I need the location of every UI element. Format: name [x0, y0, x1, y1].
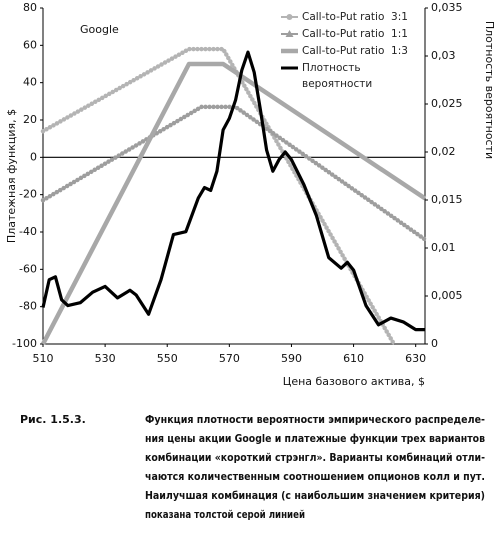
- y-tick-label: -40: [19, 225, 37, 238]
- legend-entry: Call-to-Put ratio 1:3: [302, 45, 408, 57]
- x-tick-label: 530: [95, 352, 116, 365]
- x-tick-label: 610: [343, 352, 364, 365]
- caption-line: Наилучшая комбинация (с наибольшим значе…: [145, 489, 485, 502]
- y2-tick-label: 0,01: [431, 241, 456, 254]
- y2-tick-label: 0,005: [431, 289, 463, 302]
- x-tick-label: 550: [157, 352, 178, 365]
- legend-marker: [285, 30, 294, 37]
- caption-line: показана толстой серой линией: [145, 508, 305, 521]
- caption-line: ния цены акции Google и платежные функци…: [145, 432, 485, 445]
- y-tick-label: -100: [12, 337, 37, 350]
- y2-tick-label: 0,02: [431, 145, 456, 158]
- caption-label: Рис. 1.5.3.: [20, 413, 86, 426]
- y-tick-label: 60: [23, 38, 37, 51]
- legend-entry: Плотность вероятности: [302, 62, 373, 90]
- y-tick-label: -20: [19, 188, 37, 201]
- x-tick-label: 630: [405, 352, 426, 365]
- x-tick-label: 570: [219, 352, 240, 365]
- y-tick-label: 40: [23, 76, 37, 89]
- legend-label: Call-to-Put ratio 1:3: [302, 45, 408, 57]
- y-tick-label: 20: [23, 113, 37, 126]
- y-tick-label: 0: [30, 150, 37, 163]
- y2-tick-label: 0,025: [431, 97, 463, 110]
- x-axis-label: Цена базового актива, $: [283, 375, 425, 388]
- legend-entry: Call-to-Put ratio 3:1: [302, 11, 408, 23]
- x-tick-label: 590: [281, 352, 302, 365]
- legend-label: Плотность вероятности: [302, 62, 373, 90]
- legend-marker: [286, 14, 293, 20]
- y2-tick-label: 0: [431, 337, 438, 350]
- y2-axis-label: Плотность вероятности: [483, 21, 496, 159]
- series-line: [41, 50, 425, 332]
- legend-label: Call-to-Put ratio 3:1: [302, 11, 408, 23]
- series-line: [41, 61, 427, 346]
- y2-tick-label: 0,015: [431, 193, 463, 206]
- y-tick-label: -60: [19, 262, 37, 275]
- y2-tick-label: 0,035: [431, 1, 463, 14]
- legend-label: Call-to-Put ratio 1:1: [302, 28, 408, 40]
- legend-entry: Call-to-Put ratio 1:1: [302, 28, 408, 40]
- annotation: Google: [80, 23, 119, 36]
- caption-line: комбинации «короткий стрэнгл». Варианты …: [145, 451, 485, 464]
- y-tick-label: -80: [19, 300, 37, 313]
- y-tick-label: 80: [23, 1, 37, 14]
- y-axis-label: Платежная функция, $: [5, 109, 18, 243]
- caption-line: чаются количественным соотношением опцио…: [145, 470, 485, 483]
- caption-line: Функция плотности вероятности эмпирическ…: [145, 413, 485, 426]
- series-markers: [40, 104, 428, 242]
- x-tick-label: 510: [33, 352, 54, 365]
- series-line: [42, 105, 426, 241]
- y2-tick-label: 0,03: [431, 49, 456, 62]
